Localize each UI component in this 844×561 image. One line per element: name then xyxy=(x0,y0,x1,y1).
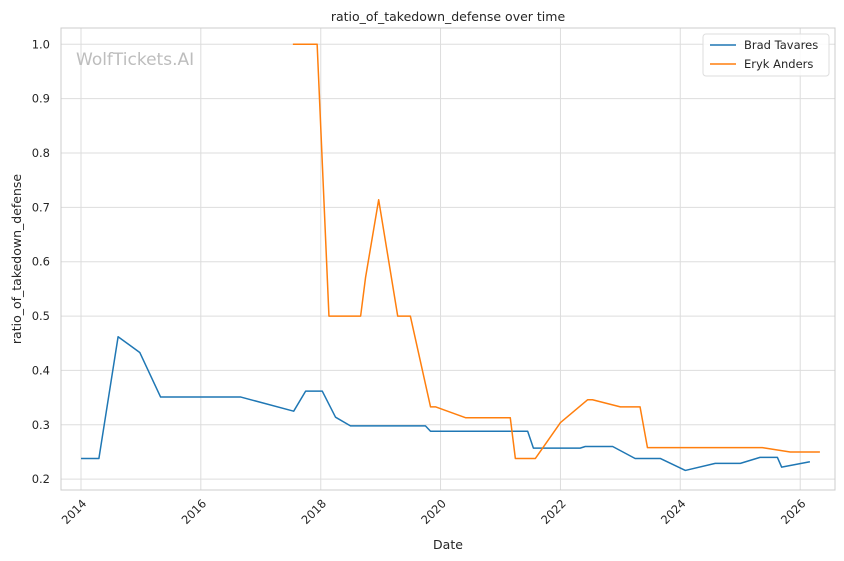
series-line-eryk-anders xyxy=(292,43,820,460)
y-tick-label: 0.3 xyxy=(32,418,50,432)
series-line-brad-tavares xyxy=(81,335,811,472)
legend-label-brad-tavares: Brad Tavares xyxy=(744,38,818,52)
y-tick-label: 0.8 xyxy=(32,146,50,160)
y-tick-label: 0.6 xyxy=(32,255,50,269)
plot-frame xyxy=(60,27,836,491)
grid xyxy=(61,28,835,490)
y-tick-label: 0.7 xyxy=(32,200,50,214)
chart-title: ratio_of_takedown_defense over time xyxy=(331,9,566,24)
y-tick-label: 0.5 xyxy=(32,309,50,323)
x-axis-label: Date xyxy=(433,537,463,552)
watermark: WolfTickets.AI xyxy=(76,50,194,70)
legend: Brad Tavares Eryk Anders xyxy=(702,33,830,77)
y-tick-label: 1.0 xyxy=(32,37,50,51)
y-tick-label: 0.4 xyxy=(32,363,50,377)
y-tick-label: 0.2 xyxy=(32,472,50,486)
legend-label-eryk-anders: Eryk Anders xyxy=(744,57,813,71)
y-tick-label: 0.9 xyxy=(32,92,50,106)
y-axis-label: ratio_of_takedown_defense xyxy=(9,174,24,345)
series-lines xyxy=(81,43,820,472)
